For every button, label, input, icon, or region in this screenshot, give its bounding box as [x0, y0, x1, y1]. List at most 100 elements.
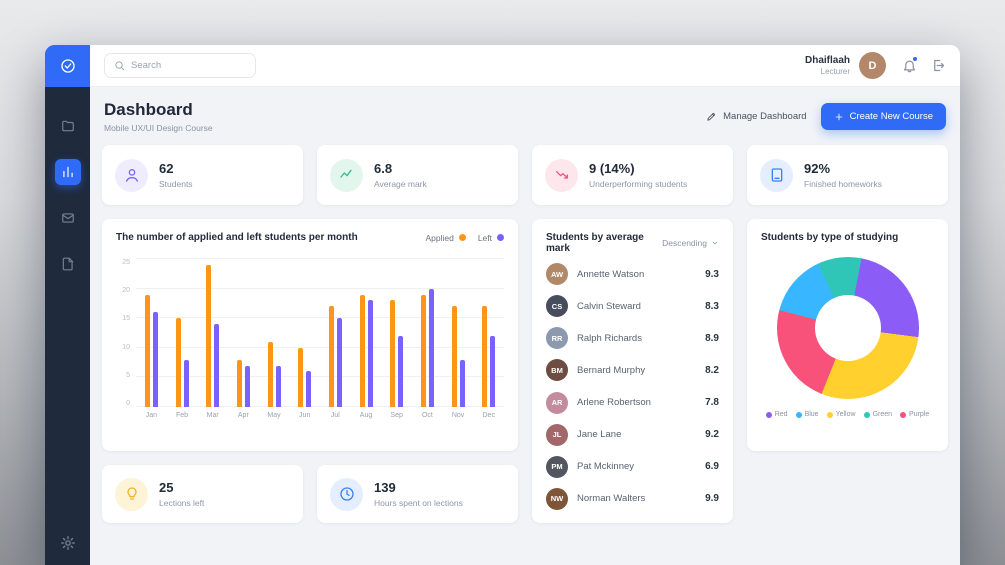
x-tick-label: Feb	[175, 412, 189, 419]
folder-icon	[61, 119, 75, 133]
gridline	[136, 317, 504, 319]
stat-label: Lections left	[159, 498, 205, 508]
bar-applied	[482, 306, 488, 407]
stat-text: 25 Lections left	[159, 480, 204, 508]
bell-icon	[902, 58, 917, 73]
notifications-button[interactable]	[902, 56, 918, 73]
student-avatar: AW	[546, 263, 568, 286]
stat-label: Underperforming students	[589, 179, 688, 189]
avatar[interactable]: D	[859, 52, 886, 79]
bar-left	[183, 359, 189, 407]
bar-left	[336, 318, 342, 407]
gridline	[136, 376, 504, 378]
sidebar-item-messages[interactable]	[55, 205, 81, 231]
pencil-icon	[706, 111, 717, 122]
stat-value: 25	[159, 480, 174, 495]
student-name: Arlene Robertson	[577, 397, 651, 409]
student-avatar: BM	[546, 359, 568, 382]
donut-legend-dot	[765, 411, 772, 418]
stat-label: Finished homeworks	[804, 179, 882, 189]
bar-applied	[298, 347, 304, 407]
y-tick-label: 20	[122, 287, 130, 295]
student-row: PM Pat Mckinney 6.9	[546, 451, 719, 483]
student-avatar: NW	[546, 487, 568, 510]
logout-button[interactable]	[931, 58, 946, 73]
page-title: Dashboard	[104, 100, 193, 119]
stat-card-average-mark: 6.8 Average mark	[317, 145, 518, 205]
bar-chart-title: The number of applied and left students …	[116, 232, 358, 243]
sidebar	[45, 45, 90, 565]
sidebar-item-dashboard[interactable]	[54, 159, 81, 185]
donut-chart-title: Students by type of studying	[761, 232, 899, 243]
bar-applied	[144, 294, 150, 407]
bar-applied	[390, 300, 396, 407]
student-name: Annette Watson	[577, 268, 645, 280]
y-tick-label: 25	[122, 259, 130, 266]
x-tick-label: Mar	[206, 412, 219, 419]
donut-legend-item: Red	[765, 411, 788, 418]
search-icon	[114, 60, 125, 71]
bar-left	[398, 335, 404, 407]
student-mark: 7.8	[705, 397, 719, 409]
user-meta: Dhaiflaah Lecturer	[805, 55, 850, 76]
bar-left	[428, 288, 434, 407]
donut-legend-dot	[826, 411, 833, 418]
bar-group-apr	[228, 259, 259, 407]
student-mark: 9.3	[705, 268, 719, 280]
legend-item: Applied	[425, 233, 466, 243]
sort-dropdown[interactable]: Descending	[662, 238, 719, 248]
bar-group-sep	[381, 259, 412, 407]
bar-group-feb	[167, 259, 198, 407]
topbar-right: Dhaiflaah Lecturer D	[805, 52, 946, 79]
bar-left	[459, 359, 465, 407]
create-course-button[interactable]: Create New Course	[820, 103, 946, 130]
sidebar-item-projects[interactable]	[55, 113, 81, 139]
stat-text: 139 Hours spent on lections	[374, 480, 463, 508]
bar-applied	[267, 341, 273, 407]
sidebar-item-documents[interactable]	[55, 251, 81, 277]
stat-value: 9 (14%)	[589, 161, 635, 176]
bar-group-jan	[136, 259, 167, 407]
student-mark: 6.9	[705, 461, 719, 473]
topbar: Dhaiflaah Lecturer D	[90, 45, 960, 87]
student-mark: 9.2	[705, 429, 719, 441]
stat-text: 9 (14%) Underperforming students	[589, 161, 687, 189]
student-avatar: PM	[546, 455, 568, 478]
students-card: Students by average mark Descending AW An…	[532, 219, 733, 523]
gridline	[136, 346, 504, 348]
donut-hole	[814, 295, 881, 361]
bar-chart-card: The number of applied and left students …	[102, 219, 518, 451]
x-tick-label: Aug	[359, 412, 373, 419]
bar-chart: 25 20 15 10 5 0 Jan Feb Mar Apr May Jun Jul Aug Sep Oc…	[116, 258, 504, 419]
student-avatar: AR	[546, 391, 568, 414]
x-tick-label: Jul	[330, 412, 340, 419]
legend-item: Left	[478, 233, 504, 243]
gridline	[136, 406, 504, 407]
student-mark: 9.9	[705, 493, 719, 505]
bar-chart-y-axis: 25 20 15 10 5 0	[116, 259, 136, 407]
down-arrow-icon	[545, 158, 578, 192]
user-name: Dhaiflaah	[804, 55, 850, 66]
manage-dashboard-button[interactable]: Manage Dashboard	[706, 111, 807, 122]
students-list: AW Annette Watson 9.3 CS Calvin Steward 8.3 RR…	[546, 258, 719, 515]
student-mark: 8.3	[705, 300, 719, 312]
chevron-down-icon	[711, 239, 719, 247]
bar-group-aug	[351, 259, 382, 407]
y-tick-label: 10	[122, 343, 130, 351]
bar-left	[275, 365, 281, 407]
students-card-title: Students by average mark	[546, 232, 644, 254]
bar-group-nov	[443, 259, 474, 407]
app-window: Dhaiflaah Lecturer D Dashboard Mobile UX…	[45, 45, 960, 565]
bar-left	[152, 312, 158, 407]
plus-icon	[834, 112, 844, 122]
sidebar-item-settings[interactable]	[60, 535, 76, 551]
app-logo[interactable]	[45, 45, 90, 87]
student-mark: 8.9	[705, 332, 719, 344]
search-input[interactable]	[131, 60, 246, 71]
x-tick-label: Oct	[421, 412, 433, 419]
student-name: Pat Mckinney	[577, 461, 635, 473]
book-icon	[760, 158, 793, 192]
search-box[interactable]	[104, 53, 256, 78]
bar-left	[306, 371, 312, 407]
student-row: NW Norman Walters 9.9	[546, 483, 719, 515]
